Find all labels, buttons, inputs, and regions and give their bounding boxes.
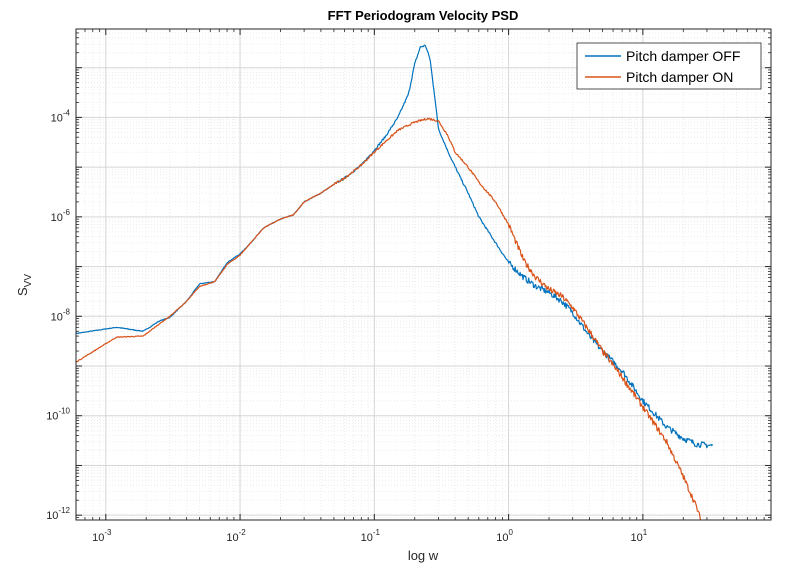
legend-entry-pitch-damper-on: Pitch damper ON bbox=[626, 69, 733, 85]
x-tick-label: 10-3 bbox=[92, 528, 112, 544]
y-axis-label: SVV bbox=[15, 274, 34, 296]
y-tick-label: 10-4 bbox=[51, 108, 71, 124]
y-tick-label: 10-12 bbox=[46, 506, 70, 522]
y-tick-label: 10-10 bbox=[46, 407, 70, 423]
x-tick-label: 101 bbox=[631, 528, 648, 544]
y-tick-label: 10-6 bbox=[51, 208, 71, 224]
legend[interactable]: Pitch damper OFF Pitch damper ON bbox=[576, 42, 762, 90]
major-grid bbox=[76, 29, 771, 520]
x-tick-labels: 10-3 10-2 10-1 100 101 bbox=[92, 528, 648, 544]
y-tick-label: 10-8 bbox=[51, 307, 71, 323]
y-axis-label-subscript: VV bbox=[23, 274, 34, 288]
chart-title: FFT Periodogram Velocity PSD bbox=[328, 8, 519, 23]
x-tick-label: 100 bbox=[496, 528, 513, 544]
x-axis-label: log w bbox=[408, 548, 439, 563]
plot-area-background bbox=[76, 29, 771, 520]
y-axis-label-main: S bbox=[15, 287, 30, 296]
x-tick-label: 10-1 bbox=[361, 528, 381, 544]
y-tick-labels: 10-12 10-10 10-8 10-6 10-4 bbox=[46, 108, 70, 522]
tick-marks bbox=[75, 28, 772, 521]
x-tick-label: 10-2 bbox=[226, 528, 246, 544]
series-line-pitch-damper-on bbox=[76, 117, 701, 520]
legend-entry-pitch-damper-off: Pitch damper OFF bbox=[626, 48, 740, 64]
legend-box bbox=[576, 42, 762, 90]
series-layer bbox=[76, 44, 714, 520]
